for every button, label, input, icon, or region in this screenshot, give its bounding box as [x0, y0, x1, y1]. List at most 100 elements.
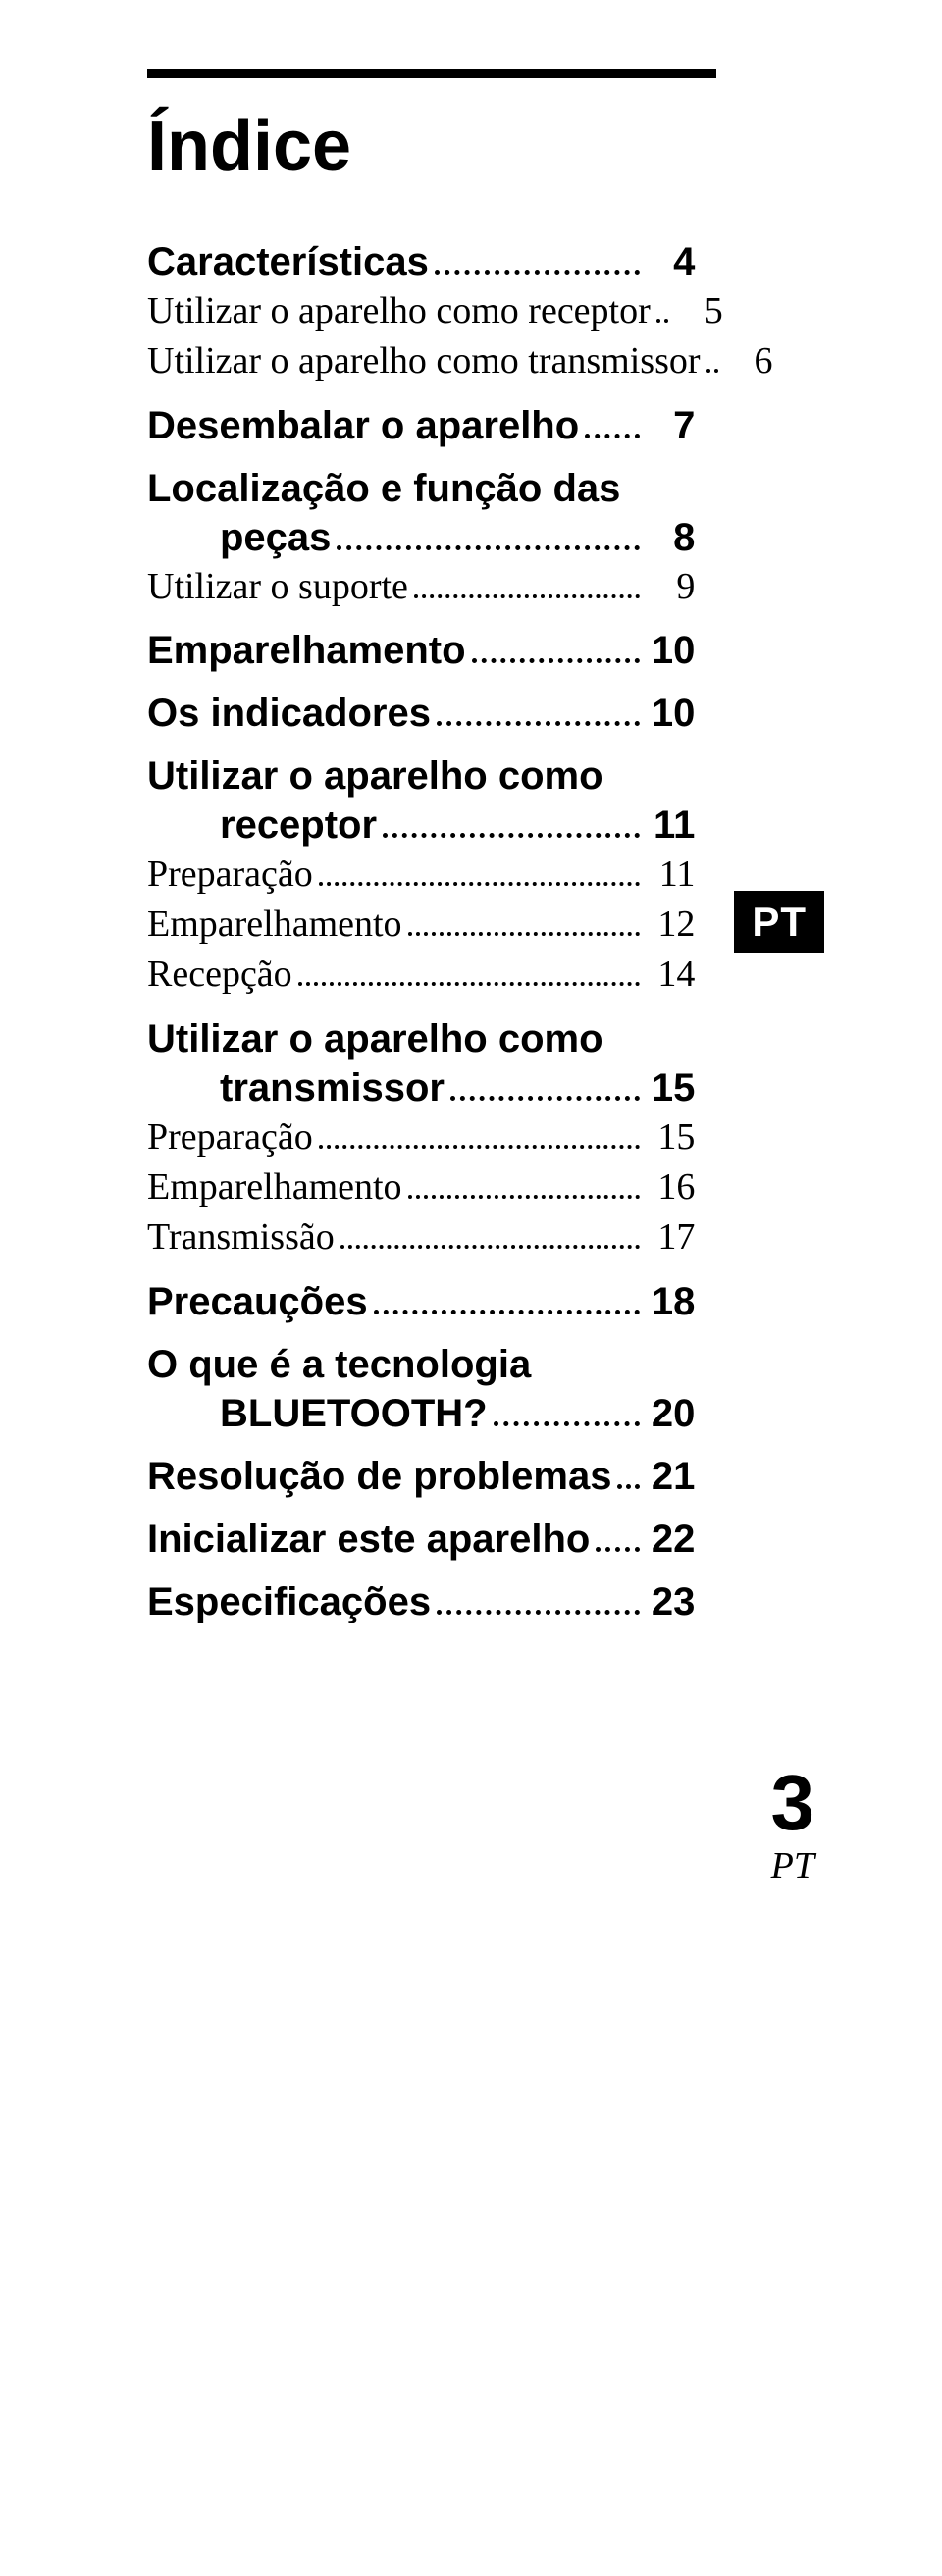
toc-label: Precauções: [147, 1277, 368, 1326]
page-title: Índice: [147, 106, 824, 186]
toc-page: 10: [646, 626, 695, 675]
toc-label: Utilizar o aparelho como: [147, 751, 695, 800]
toc-chapter-cont: BLUETOOTH? 20: [147, 1389, 695, 1438]
toc-sub: Utilizar o suporte 9: [147, 562, 695, 612]
toc-page: 7: [646, 401, 695, 450]
toc-sub: Transmissão 17: [147, 1212, 695, 1262]
toc-page: 15: [646, 1063, 695, 1112]
toc-page: 9: [646, 562, 695, 612]
toc-sub: Recepção 14: [147, 950, 695, 1000]
toc-label: O que é a tecnologia: [147, 1340, 695, 1389]
footer-page-number: 3: [147, 1764, 814, 1842]
toc-page: 21: [646, 1452, 695, 1501]
toc-chapter: O que é a tecnologia: [147, 1340, 695, 1389]
toc-chapter-cont: peças 8: [147, 513, 695, 562]
toc-sub: Preparação 11: [147, 850, 695, 900]
toc-sub: Emparelhamento16: [147, 1162, 695, 1212]
toc-label: Utilizar o aparelho como receptor: [147, 286, 651, 336]
toc-page: 11: [646, 850, 695, 900]
toc-page: 5: [674, 286, 723, 336]
toc-leader: [340, 1227, 641, 1250]
toc-leader: [337, 527, 640, 550]
table-of-contents: Características4Utilizar o aparelho como…: [147, 224, 695, 1626]
toc-chapter: Os indicadores 10: [147, 689, 695, 738]
toc-leader: [408, 1176, 641, 1199]
toc-page: 10: [646, 689, 695, 738]
toc-label: Preparação: [147, 850, 313, 900]
toc-chapter: Localização e função das: [147, 464, 695, 513]
page-root: Índice Características4Utilizar o aparel…: [0, 0, 942, 1966]
toc-chapter: Utilizar o aparelho como: [147, 1014, 695, 1063]
toc-leader: [383, 814, 640, 838]
toc-leader: [585, 415, 640, 438]
toc-page: 14: [646, 950, 695, 1000]
toc-page: 15: [646, 1112, 695, 1162]
toc-page: 8: [646, 513, 695, 562]
footer-language-code: PT: [147, 1844, 814, 1887]
toc-sub: Utilizar o aparelho como receptor5: [147, 286, 695, 336]
top-rule: [147, 69, 716, 78]
toc-label: Emparelhamento: [147, 626, 466, 675]
toc-label: Localização e função das: [147, 464, 695, 513]
toc-page: 18: [646, 1277, 695, 1326]
toc-chapter: Características 4: [147, 237, 695, 286]
toc-leader: [706, 351, 718, 374]
language-badge: PT: [734, 891, 824, 953]
toc-leader: [437, 702, 640, 726]
toc-page: 12: [646, 900, 695, 950]
toc-chapter-cont: transmissor 15: [147, 1063, 695, 1112]
toc-leader: [472, 640, 641, 663]
toc-chapter: Especificações 23: [147, 1577, 695, 1626]
toc-chapter: Precauções 18: [147, 1277, 695, 1326]
toc-sub: Preparação 15: [147, 1112, 695, 1162]
toc-leader: [408, 913, 641, 936]
toc-label: Emparelhamento: [147, 900, 402, 950]
toc-leader: [298, 964, 641, 987]
toc-label: Características: [147, 237, 429, 286]
toc-leader: [450, 1077, 640, 1101]
toc-chapter: Utilizar o aparelho como: [147, 751, 695, 800]
toc-leader: [494, 1403, 641, 1426]
toc-sub: Utilizar o aparelho como transmissor6: [147, 336, 695, 386]
toc-chapter: Resolução de problemas 21: [147, 1452, 695, 1501]
toc-label: Utilizar o aparelho como: [147, 1014, 695, 1063]
toc-label: Desembalar o aparelho: [147, 401, 579, 450]
toc-label: Utilizar o aparelho como transmissor: [147, 336, 701, 386]
toc-leader: [435, 251, 640, 275]
toc-chapter: Emparelhamento 10: [147, 626, 695, 675]
toc-chapter: Inicializar este aparelho 22: [147, 1515, 695, 1564]
toc-chapter: Desembalar o aparelho 7: [147, 401, 695, 450]
toc-label: Resolução de problemas: [147, 1452, 611, 1501]
toc-label: BLUETOOTH?: [220, 1389, 488, 1438]
page-footer: 3 PT: [147, 1764, 824, 1887]
toc-leader: [596, 1528, 640, 1552]
toc-page: 17: [646, 1212, 695, 1262]
toc-label: peças: [220, 513, 331, 562]
toc-sub: Emparelhamento 12: [147, 900, 695, 950]
toc-chapter-cont: receptor 11: [147, 800, 695, 850]
toc-page: 4: [646, 237, 695, 286]
toc-label: Transmissão: [147, 1212, 335, 1262]
toc-leader: [319, 1126, 641, 1149]
toc-page: 6: [724, 336, 773, 386]
toc-leader: [437, 1591, 640, 1615]
toc-label: Especificações: [147, 1577, 431, 1626]
toc-page: 22: [646, 1515, 695, 1564]
toc-page: 20: [646, 1389, 695, 1438]
toc-page: 11: [646, 800, 695, 850]
toc-leader: [656, 300, 668, 323]
toc-label: Utilizar o suporte: [147, 562, 408, 612]
toc-leader: [319, 863, 641, 886]
toc-label: Preparação: [147, 1112, 313, 1162]
toc-label: Recepção: [147, 950, 292, 1000]
toc-leader: [617, 1466, 640, 1489]
toc-label: Os indicadores: [147, 689, 431, 738]
toc-leader: [374, 1291, 641, 1314]
toc-page: 23: [646, 1577, 695, 1626]
toc-label: Emparelhamento: [147, 1162, 402, 1212]
toc-label: transmissor: [220, 1063, 445, 1112]
toc-leader: [414, 576, 640, 598]
toc-label: Inicializar este aparelho: [147, 1515, 590, 1564]
toc-label: receptor: [220, 800, 377, 850]
content-columns: Características4Utilizar o aparelho como…: [147, 224, 824, 1626]
